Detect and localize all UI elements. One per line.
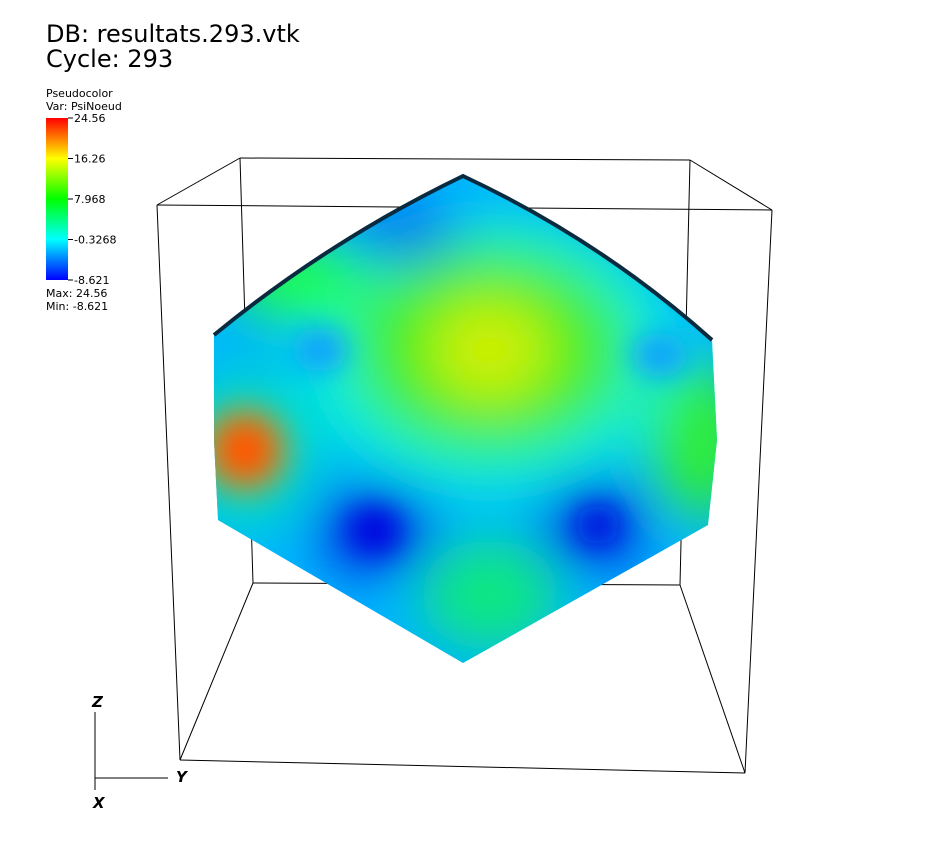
color-bar — [46, 118, 68, 280]
legend-tick-label: -8.621 — [74, 274, 109, 287]
surface — [214, 176, 717, 663]
legend-variable: Var: PsiNoeud — [46, 100, 122, 113]
legend-tick-label: -0.3268 — [74, 234, 116, 247]
axis-triad — [94, 712, 168, 790]
legend-plot: Pseudocolor — [46, 87, 113, 100]
legend-tick-label: 16.26 — [74, 153, 106, 166]
surface-edge — [212, 173, 714, 342]
legend-ticks: 24.56 16.26 7.968 -0.3268 -8.621 — [68, 112, 116, 287]
database-label: DB: resultats.293.vtk — [46, 20, 300, 48]
legend-max: Max: 24.56 — [46, 287, 107, 300]
cycle-label: Cycle: 293 — [46, 45, 173, 73]
legend-tick-label: 24.56 — [74, 112, 106, 125]
legend-tick-label: 7.968 — [74, 193, 106, 206]
x-axis-label: X — [92, 794, 106, 812]
legend-min: Min: -8.621 — [46, 300, 108, 313]
z-axis-label: Z — [91, 693, 104, 711]
y-axis-label: Y — [176, 768, 189, 786]
